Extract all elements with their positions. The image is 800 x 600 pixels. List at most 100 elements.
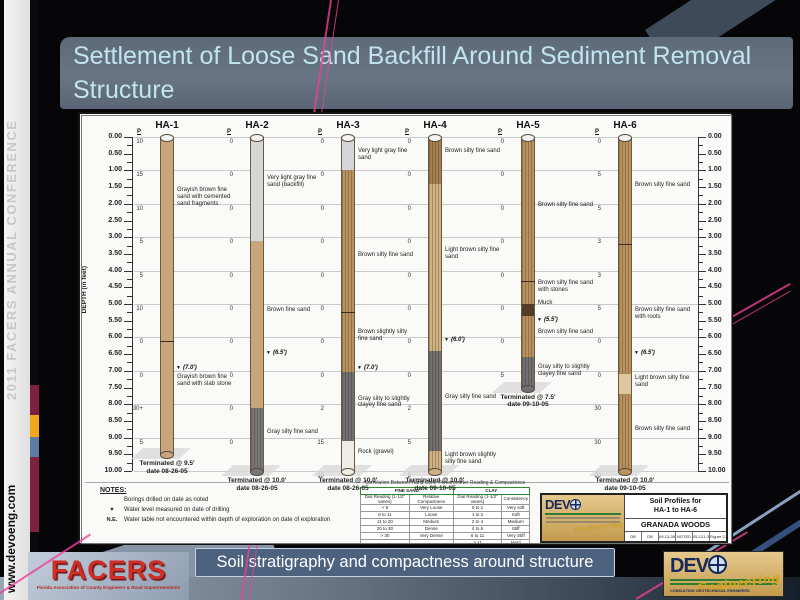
soil-layer — [522, 280, 534, 304]
p-column-header: P — [318, 129, 323, 135]
p-value: 3 — [597, 272, 601, 279]
layer-label: Brown silty fine sand with roots — [635, 307, 691, 320]
depth-tick — [127, 228, 132, 230]
p-value: 0 — [597, 139, 601, 145]
title-block-field: NOTED — [677, 532, 693, 541]
p-value: 5 — [139, 239, 143, 246]
boring-column — [250, 134, 264, 476]
water-level-mark: ▼ (5.5') — [537, 317, 558, 323]
depth-tick — [124, 354, 132, 356]
slide-title: Settlement of Loose Sand Backfill Around… — [60, 37, 788, 107]
depth-tick-label: 2.00 — [708, 199, 722, 207]
legend-cell: Soft — [501, 511, 530, 519]
depth-tick — [698, 345, 703, 347]
depth-gridline — [134, 304, 698, 305]
p-value: 5 — [597, 205, 601, 212]
depth-tick — [124, 287, 132, 289]
boring-top-ellipse — [160, 134, 174, 142]
p-value: 0 — [320, 306, 324, 312]
project-name: GRANADA WOODS — [625, 519, 726, 532]
depth-tick — [127, 395, 132, 397]
facers-wordmark: FACERS — [50, 555, 167, 585]
depth-tick-label: 1.50 — [708, 183, 722, 191]
logo-address-line — [546, 521, 620, 523]
depth-tick — [127, 212, 132, 214]
boring-top-ellipse — [521, 134, 535, 142]
depth-tick — [698, 312, 703, 314]
depth-tick-label: 8.00 — [708, 400, 722, 408]
boring-bottom-cap — [341, 468, 355, 476]
depth-tick — [124, 237, 132, 239]
depth-tick-label: 2.50 — [708, 216, 722, 224]
depth-tick-label: 0.50 — [708, 149, 722, 157]
depth-tick-label: 5.00 — [108, 300, 122, 307]
depth-tick — [698, 220, 706, 222]
p-value: 5 — [500, 372, 504, 379]
layer-label: Brown fine sand — [267, 307, 311, 314]
depth-tick-label: 8.00 — [108, 400, 122, 408]
soil-layer — [522, 315, 534, 358]
rail-color-block — [30, 415, 39, 437]
p-value: 0 — [500, 172, 504, 179]
layer-label: Gray silty to slightly clayey fine sand — [538, 363, 590, 377]
boring-column — [341, 134, 355, 476]
depth-gridline — [134, 170, 698, 172]
depth-tick-label: 4.50 — [108, 283, 122, 291]
depth-tick — [698, 212, 703, 214]
depth-tick — [124, 387, 132, 389]
boring-column — [521, 134, 535, 393]
depth-tick — [124, 203, 132, 205]
p-value: 0 — [139, 372, 143, 379]
p-value: 0 — [407, 172, 411, 179]
depth-tick — [124, 437, 132, 439]
p-value: 5 — [407, 473, 411, 479]
depth-tick — [698, 437, 706, 439]
depth-tick — [698, 170, 706, 172]
depth-tick-label: 10.00 — [104, 467, 122, 474]
p-value: 0 — [229, 339, 233, 346]
p-value: 0 — [407, 272, 411, 279]
depth-tick — [127, 445, 132, 447]
depth-tick — [698, 379, 703, 381]
depth-tick — [698, 387, 706, 389]
water-level-label: (6.5') — [272, 350, 287, 357]
depth-tick-label: 7.50 — [708, 383, 722, 391]
depth-tick — [698, 270, 706, 272]
depth-tick — [127, 162, 132, 164]
layer-label: Very light gray fine sand (backfill) — [267, 175, 317, 188]
depth-tick — [698, 203, 706, 205]
boring-bottom-cap — [428, 468, 442, 476]
depth-tick — [127, 195, 132, 197]
p-value: 0 — [597, 339, 601, 346]
boring-bottom-cap — [618, 468, 632, 476]
depth-tick-label: 4.00 — [708, 266, 722, 274]
depth-tick — [124, 187, 132, 189]
legend-column-header: Relative Compactness — [408, 494, 454, 505]
p-value: 30 — [594, 473, 601, 479]
depth-tick — [698, 320, 706, 322]
globe-icon — [708, 555, 728, 574]
devo-tagline: CONSULTING GEOTECHNICAL ENGINEERS — [670, 589, 750, 593]
depth-tick — [698, 253, 706, 255]
depth-tick — [127, 145, 132, 147]
p-value: 0 — [407, 139, 411, 145]
depth-tick-label: 9.00 — [108, 433, 122, 441]
soil-layer — [522, 357, 534, 388]
layer-label: Light brown silty fine sand — [635, 375, 690, 389]
depth-tick — [698, 262, 703, 264]
depth-tick — [124, 404, 132, 406]
p-value: 10 — [136, 306, 143, 312]
layer-label: Gray silty to slightly clayey fine sand — [358, 395, 410, 409]
logo-green-bar — [545, 513, 621, 515]
p-value: 2 — [407, 406, 411, 413]
p-value: 0 — [229, 139, 233, 145]
p-value: 0 — [407, 339, 411, 346]
legend-cell: Very soft — [501, 504, 530, 512]
soil-layer — [251, 240, 263, 408]
layer-label: Very light gray fine sand — [358, 148, 408, 162]
layer-boundary — [341, 312, 355, 314]
depth-tick-label: 9.50 — [108, 450, 122, 458]
slide-title-line1: Settlement of Loose Sand Backfill Around… — [73, 42, 752, 70]
boring-header: HA-2 — [245, 120, 269, 131]
slide-title-bar: Settlement of Loose Sand Backfill Around… — [60, 37, 793, 109]
